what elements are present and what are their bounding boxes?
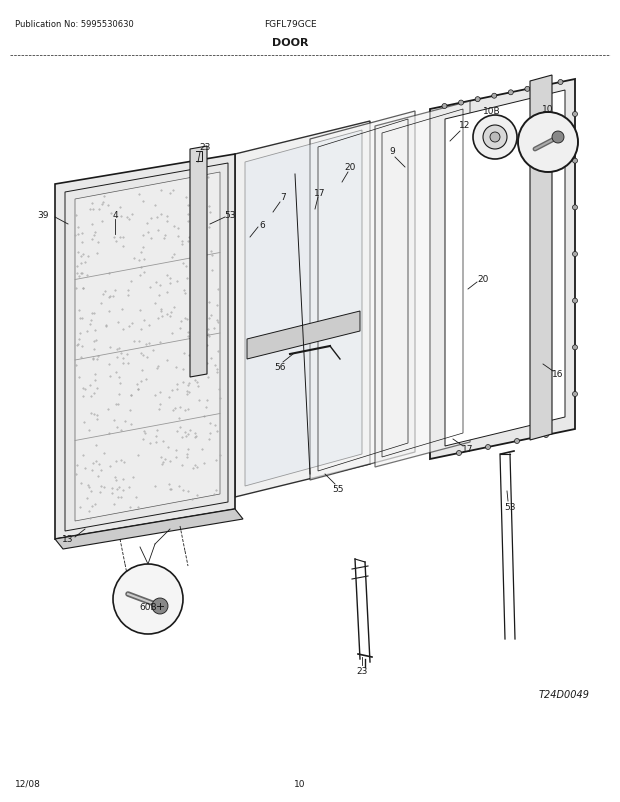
Circle shape (572, 346, 577, 350)
Circle shape (558, 80, 563, 85)
Circle shape (552, 132, 564, 144)
Text: 20: 20 (344, 164, 356, 172)
Text: 10B: 10B (483, 107, 501, 116)
Circle shape (508, 91, 513, 95)
Text: FGFL79GCE: FGFL79GCE (264, 20, 316, 29)
Text: 13: 13 (62, 535, 74, 544)
Polygon shape (530, 76, 552, 440)
Polygon shape (445, 91, 565, 447)
Circle shape (572, 299, 577, 304)
Circle shape (541, 84, 546, 89)
Text: 39: 39 (37, 210, 49, 219)
Text: 60B: 60B (139, 603, 157, 612)
Text: 6: 6 (259, 221, 265, 229)
Text: 17: 17 (463, 445, 474, 454)
Text: 10: 10 (294, 779, 306, 788)
Text: 10: 10 (542, 104, 554, 113)
Text: 7: 7 (280, 193, 286, 202)
Text: 55: 55 (332, 485, 343, 494)
Text: 20: 20 (477, 275, 489, 284)
Circle shape (152, 598, 168, 614)
Text: 23: 23 (199, 144, 211, 152)
Circle shape (518, 113, 578, 172)
Text: 56: 56 (274, 363, 286, 372)
Circle shape (456, 451, 461, 456)
Circle shape (525, 87, 530, 92)
Circle shape (475, 98, 480, 103)
Circle shape (572, 392, 577, 397)
Polygon shape (430, 80, 575, 460)
Polygon shape (75, 172, 220, 521)
Polygon shape (190, 147, 207, 378)
Text: 23: 23 (356, 666, 368, 675)
Circle shape (572, 159, 577, 164)
Polygon shape (310, 111, 415, 480)
Text: 53: 53 (224, 210, 236, 219)
Text: 12/08: 12/08 (15, 779, 41, 788)
Circle shape (113, 565, 183, 634)
Text: 4: 4 (112, 210, 118, 219)
Text: 12: 12 (459, 120, 471, 129)
Text: 53: 53 (504, 503, 516, 512)
Text: DOOR: DOOR (272, 38, 308, 48)
Polygon shape (55, 509, 243, 549)
Circle shape (515, 439, 520, 444)
Text: Publication No: 5995530630: Publication No: 5995530630 (15, 20, 134, 29)
Polygon shape (55, 155, 235, 539)
Circle shape (572, 112, 577, 117)
Text: 9: 9 (389, 148, 395, 156)
Polygon shape (245, 131, 362, 486)
Circle shape (544, 433, 549, 438)
Text: T24D0049: T24D0049 (539, 689, 590, 699)
Circle shape (492, 94, 497, 99)
Polygon shape (375, 102, 470, 468)
Circle shape (572, 205, 577, 211)
Circle shape (483, 126, 507, 150)
Polygon shape (235, 122, 370, 497)
Circle shape (459, 101, 464, 106)
Circle shape (442, 104, 447, 109)
Circle shape (485, 445, 490, 450)
Circle shape (473, 115, 517, 160)
Text: 17: 17 (314, 188, 326, 197)
Circle shape (490, 133, 500, 143)
Text: 16: 16 (552, 370, 564, 379)
Polygon shape (247, 312, 360, 359)
Circle shape (572, 252, 577, 257)
